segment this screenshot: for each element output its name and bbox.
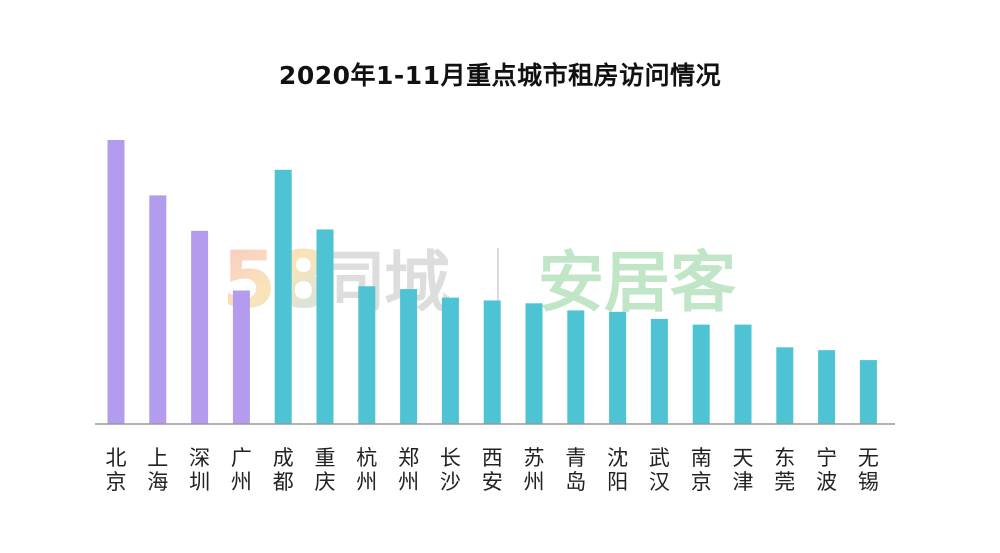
x-tick-label-长沙: 长沙 [440, 446, 461, 494]
bar-天津 [734, 324, 752, 424]
x-tick-label-东莞: 东莞 [774, 446, 795, 494]
x-tick-label-青岛: 青岛 [565, 446, 586, 494]
x-tick-label-宁波: 宁波 [816, 446, 837, 494]
x-tick-label-郑州: 郑州 [398, 446, 419, 494]
x-tick-label-深圳: 深圳 [189, 446, 210, 494]
x-tick-label-武汉: 武汉 [649, 446, 670, 494]
bar-杭州 [358, 286, 376, 424]
bar-上海 [149, 195, 167, 424]
bar-深圳 [191, 230, 209, 424]
bar-苏州 [525, 303, 543, 424]
bar-郑州 [400, 289, 418, 424]
bar-北京 [107, 140, 125, 424]
bar-武汉 [650, 318, 668, 424]
bar-成都 [274, 169, 292, 424]
bars [107, 140, 877, 424]
bar-东莞 [776, 347, 794, 424]
x-tick-label-上海: 上海 [147, 446, 168, 494]
x-tick-label-天津: 天津 [733, 446, 754, 494]
chart-title: 2020年1-11月重点城市租房访问情况 [278, 61, 722, 90]
bar-无锡 [859, 360, 877, 424]
x-tick-label-重庆: 重庆 [315, 446, 336, 494]
x-tick-label-无锡: 无锡 [858, 446, 879, 494]
bar-青岛 [567, 310, 585, 424]
bar-长沙 [441, 297, 459, 424]
bar-南京 [692, 324, 710, 424]
watermark: 58 同城 安居客 [222, 236, 736, 326]
bar-沈阳 [609, 311, 627, 424]
bar-广州 [232, 290, 250, 424]
x-tick-label-杭州: 杭州 [356, 446, 377, 494]
watermark-tongcheng: 同城 [318, 244, 450, 321]
x-tick-label-广州: 广州 [231, 446, 252, 494]
watermark-anjuke: 安居客 [538, 244, 736, 321]
x-tick-label-北京: 北京 [106, 446, 127, 494]
x-tick-label-南京: 南京 [691, 446, 712, 494]
bar-重庆 [316, 229, 334, 424]
x-tick-label-成都: 成都 [273, 446, 294, 494]
x-tick-label-沈阳: 沈阳 [607, 446, 628, 494]
x-tick-label-苏州: 苏州 [524, 446, 545, 494]
x-tick-label-西安: 西安 [482, 446, 503, 494]
bar-西安 [483, 300, 501, 424]
bar-宁波 [818, 350, 836, 424]
